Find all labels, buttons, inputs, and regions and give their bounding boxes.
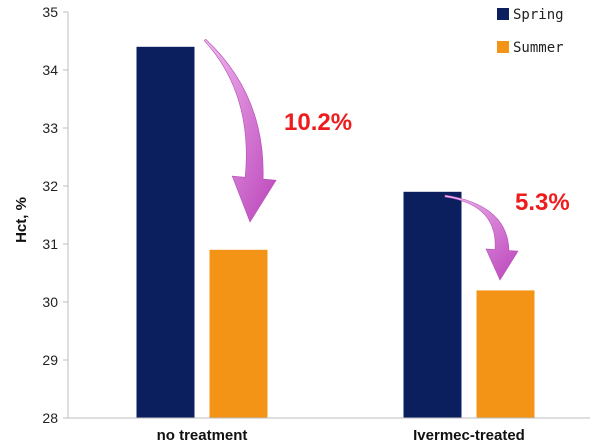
- legend-label-spring: Spring: [513, 7, 564, 23]
- y-tick-label: 30: [42, 294, 58, 310]
- x-tick-label: no treatment: [157, 427, 248, 444]
- x-tick-label: Ivermec-treated: [413, 427, 525, 444]
- arrow-no-treatment: [203, 38, 277, 223]
- annotation-percent-0: 10.2%: [284, 109, 352, 136]
- y-axis: 28 29 30 31 32 33 34 35: [42, 4, 69, 426]
- arrow-ivermec-treated: [444, 194, 519, 281]
- legend-swatch-summer: [497, 41, 509, 53]
- y-tick-label: 33: [42, 120, 58, 136]
- y-tick-label: 34: [42, 62, 58, 78]
- bar-spring-0: [136, 46, 195, 419]
- legend: Spring Summer: [497, 7, 564, 56]
- y-tick-label: 31: [42, 236, 58, 252]
- annotation-percent-1: 5.3%: [515, 189, 570, 216]
- x-axis: no treatment Ivermec-treated: [68, 417, 590, 444]
- y-tick-label: 35: [42, 4, 58, 20]
- y-tick-label: 28: [42, 410, 58, 426]
- y-tick-label: 29: [42, 352, 58, 368]
- y-axis-title: Hct, %: [13, 197, 30, 243]
- bars-group: [136, 46, 535, 419]
- legend-label-summer: Summer: [513, 40, 564, 56]
- bar-summer-1: [476, 290, 535, 418]
- arrows-group: 10.2% 5.3%: [203, 38, 570, 281]
- bar-spring-1: [403, 191, 462, 418]
- legend-swatch-spring: [497, 8, 509, 20]
- bar-summer-0: [209, 249, 268, 418]
- y-tick-label: 32: [42, 178, 58, 194]
